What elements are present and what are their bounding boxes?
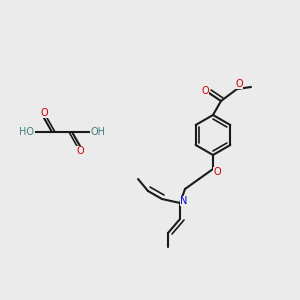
Text: O: O [213, 167, 221, 177]
Text: OH: OH [91, 127, 106, 137]
Text: N: N [180, 196, 188, 206]
Text: O: O [201, 86, 209, 96]
Text: O: O [76, 146, 84, 156]
Text: O: O [235, 79, 243, 89]
Text: O: O [40, 108, 48, 118]
Text: HO: HO [20, 127, 34, 137]
